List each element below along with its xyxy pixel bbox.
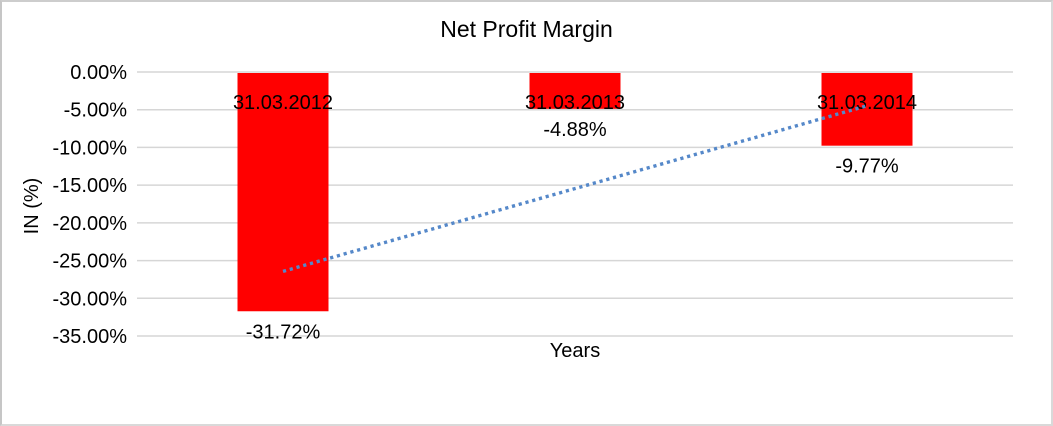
y-tick-label: 0.00% — [70, 62, 127, 84]
bar — [237, 73, 329, 312]
trendline — [282, 104, 868, 273]
data-label: -9.77% — [835, 156, 899, 178]
bar — [529, 73, 621, 109]
chart-title: Net Profit Margin — [440, 16, 613, 42]
y-tick-label: -5.00% — [64, 100, 128, 122]
category-label: 31.03.2013 — [525, 92, 625, 114]
y-tick-label: -25.00% — [53, 251, 128, 273]
y-tick-label: -35.00% — [53, 326, 128, 348]
bar — [821, 73, 913, 146]
data-label: -4.88% — [543, 119, 607, 141]
y-tick-label: -10.00% — [53, 137, 128, 159]
category-label: 31.03.2012 — [233, 92, 333, 114]
y-tick-label: -30.00% — [53, 288, 128, 310]
y-tick-label: -20.00% — [53, 213, 128, 235]
y-tick-label: -15.00% — [53, 175, 128, 197]
data-label: -31.72% — [246, 321, 321, 343]
x-axis-title: Years — [549, 340, 601, 362]
category-label: 31.03.2014 — [817, 92, 917, 114]
